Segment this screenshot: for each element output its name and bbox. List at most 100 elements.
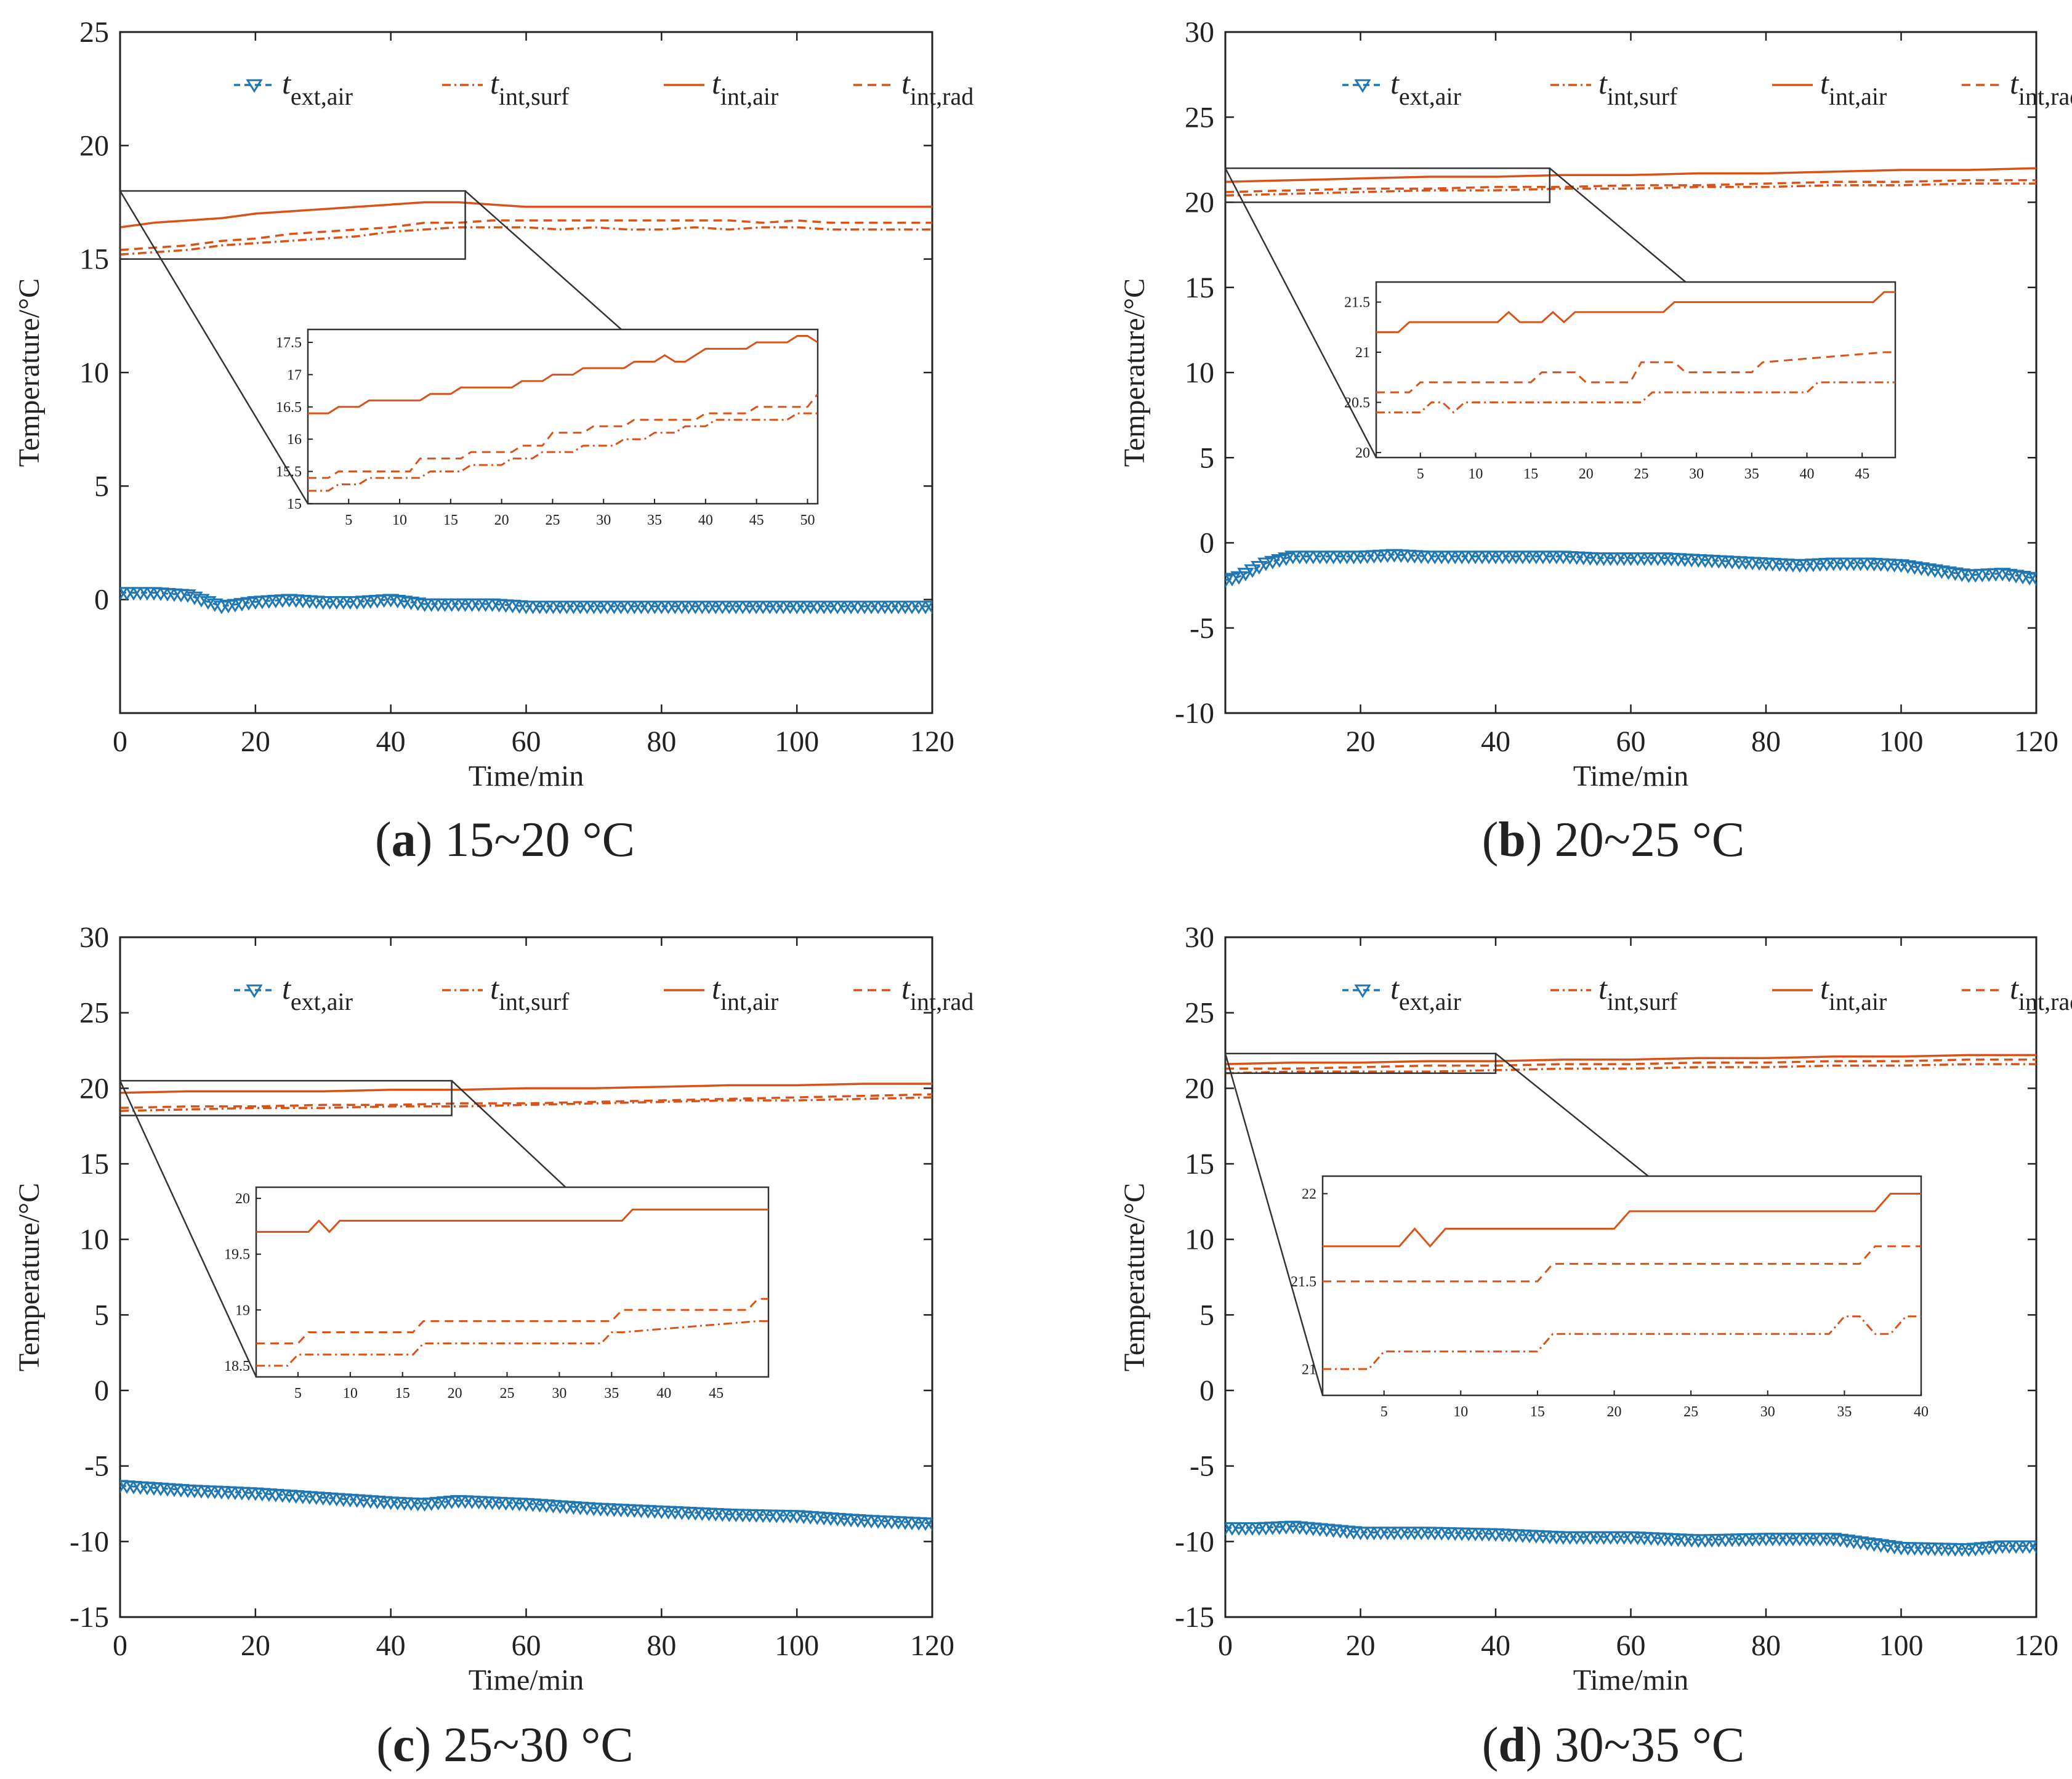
x-tick-label: 20 (241, 725, 270, 758)
series-line-int-rad (120, 1093, 932, 1109)
legend-label-base: t (2010, 66, 2019, 100)
x-tick-label: 100 (775, 1629, 819, 1662)
legend-label-base: t (901, 66, 911, 100)
y-tick-label: 15 (1185, 1148, 1214, 1180)
legend-item-int-air: tint,air (1772, 971, 1887, 1015)
legend-item-ext-air: text,air (1342, 971, 1461, 1015)
y-tick-label: 20 (1185, 1072, 1214, 1105)
x-tick-label: 60 (512, 1629, 541, 1662)
series-line-ext-air (120, 592, 932, 608)
legend-item-int-air: tint,air (1772, 66, 1887, 110)
inset-x-tick-label: 35 (647, 512, 662, 528)
x-tick-label: 120 (2014, 1629, 2058, 1662)
inset-x-tick-label: 35 (1837, 1404, 1852, 1420)
legend-label-subscript: int,air (720, 988, 778, 1015)
legend-label-subscript: int,air (1829, 83, 1887, 110)
y-tick-label: -5 (84, 1450, 109, 1483)
caption-panel-d: (d) 30~35 °C (1482, 1718, 1744, 1772)
caption-open-paren: ( (375, 813, 392, 867)
marker-triangle-ext-air (1237, 568, 1254, 582)
inset-line-int-surf (256, 1320, 768, 1367)
panel-b: 20 40 60 80 100 120 -10 -5 0 5 10 15 20 25 30 Time/min T… (1118, 16, 2072, 867)
inset-frame (255, 1186, 770, 1378)
x-tick-label: 120 (910, 725, 954, 758)
inset-y-tick-label: 16.5 (276, 400, 302, 416)
legend-label-base: t (1390, 66, 1400, 100)
inset-series (308, 335, 818, 492)
panel-c-legend: text,air tint,surf tint,air tint,rad (234, 971, 974, 1015)
marker-triangle-ext-air (1244, 564, 1261, 578)
inset-x-tick-label: 40 (698, 512, 713, 528)
y-tick-label: 15 (1185, 272, 1214, 304)
caption-range: 25~30 °C (431, 1718, 634, 1772)
inset-y-tick-label: 22 (1302, 1186, 1316, 1202)
x-tick-label: 120 (910, 1629, 954, 1662)
legend-label: tint,surf (490, 66, 570, 110)
legend-label: tint,rad (901, 66, 974, 110)
y-axis-label: Temperature/°C (13, 1183, 46, 1371)
legend-label: tint,air (1820, 971, 1887, 1015)
legend-label: tint,surf (1598, 971, 1678, 1015)
y-tick-label: 0 (1199, 1374, 1214, 1407)
series-line-int-air (1225, 1054, 2036, 1065)
legend-marker-triangle (246, 79, 263, 93)
panel-a-series (120, 201, 932, 615)
legend-label-base: t (1598, 66, 1608, 100)
legend-marker-triangle (246, 984, 263, 998)
inset-line-int-surf (308, 412, 818, 492)
inset-line-int-air (1323, 1193, 1921, 1248)
inset-y-tick-label: 15.5 (276, 464, 302, 480)
y-tick-label: 5 (1199, 442, 1214, 474)
caption-open-paren: ( (376, 1718, 393, 1772)
legend-label-base: t (1820, 66, 1829, 100)
x-axis-label: Time/min (469, 1664, 584, 1696)
inset-x-tick-label: 45 (1855, 466, 1869, 482)
marker-triangle-ext-air (924, 1517, 932, 1531)
legend-item-int-surf: tint,surf (1550, 971, 1678, 1015)
y-tick-label: 0 (94, 584, 109, 616)
panel-b-inset: 5 10 15 20 25 30 35 40 45 20 20.5 21 21.5 (1344, 281, 1897, 482)
inset-x-tick-label: 10 (1453, 1404, 1468, 1420)
x-tick-label: 20 (241, 1629, 270, 1662)
series-line-int-rad (120, 219, 932, 251)
x-tick-label: 100 (1879, 725, 1924, 758)
series-line-int-rad (1225, 1058, 2036, 1070)
series-line-int-surf (1225, 1063, 2036, 1075)
zoom-connector-line (119, 190, 309, 504)
panels-group: 0 20 40 60 80 100 120 0 5 10 15 20 25 Time/min Tempera… (13, 16, 2072, 1772)
marker-triangle-ext-air (179, 589, 196, 603)
inset-x-tick-label: 20 (494, 512, 509, 528)
series-line-int-surf (1225, 182, 2036, 197)
legend-item-int-surf: tint,surf (442, 66, 570, 110)
inset-y-tick-label: 20 (1355, 445, 1370, 461)
panel-a: 0 20 40 60 80 100 120 0 5 10 15 20 25 Time/min Tempera… (13, 16, 974, 867)
y-tick-label: 15 (79, 1148, 109, 1180)
legend-item-int-rad: tint,rad (1962, 66, 2072, 110)
inset-frame (307, 328, 819, 505)
inset-x-tick-label: 15 (1523, 466, 1538, 482)
inset-x-tick-label: 25 (500, 1386, 515, 1402)
inset-series (256, 1208, 768, 1367)
marker-triangle-ext-air (206, 598, 224, 612)
legend-label: text,air (1390, 66, 1461, 110)
legend-label-subscript: int,rad (910, 83, 974, 110)
inset-line-int-rad (1376, 351, 1895, 393)
inset-x-tick-label: 20 (1607, 1404, 1622, 1420)
y-tick-label: 0 (1199, 527, 1214, 560)
inset-y-tick-label: 19.5 (224, 1247, 250, 1263)
x-tick-label: 80 (1751, 1629, 1781, 1662)
legend-label-subscript: int,rad (910, 988, 974, 1015)
legend-label-subscript: int,surf (499, 988, 570, 1015)
inset-x-tick-label: 5 (1417, 466, 1424, 482)
series-line-int-air (1225, 167, 2036, 184)
caption-letter: d (1498, 1718, 1526, 1772)
series-line-int-air (120, 1083, 932, 1094)
marker-triangle-ext-air (2028, 573, 2036, 587)
y-tick-label: 5 (94, 1299, 109, 1331)
legend-item-int-air: tint,air (664, 971, 778, 1015)
inset-x-tick-label: 50 (800, 512, 815, 528)
inset-series (1323, 1193, 1921, 1370)
y-tick-label: -10 (1175, 1525, 1214, 1558)
x-axis-label: Time/min (469, 760, 584, 793)
